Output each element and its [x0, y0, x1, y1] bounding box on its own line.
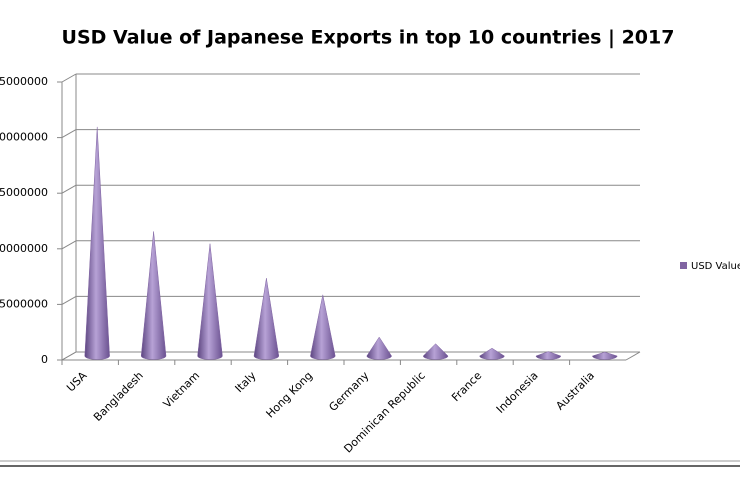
y-tick-label: 25000000: [0, 75, 48, 88]
cone: [422, 343, 449, 360]
cone-body: [592, 351, 618, 360]
cone: [253, 278, 280, 360]
cone: [479, 347, 505, 360]
axis-wall: [625, 351, 641, 361]
cone: [140, 231, 167, 360]
grid-line: [61, 240, 77, 250]
y-tick-label: 0: [41, 353, 48, 366]
grid-line: [61, 129, 77, 139]
legend-label: USD Value: [691, 261, 740, 272]
cone-body: [310, 294, 336, 360]
grid-line: [61, 184, 77, 194]
cone-body: [366, 336, 392, 360]
y-tick-label: 10000000: [0, 242, 48, 255]
y-tick-label: 5000000: [0, 297, 48, 310]
grid-line: [61, 295, 77, 305]
cone-body: [422, 343, 449, 360]
cone-body: [84, 126, 110, 360]
cone-body: [479, 347, 505, 360]
cone: [366, 336, 392, 360]
grid-line: [61, 73, 77, 83]
cone-body: [535, 351, 562, 360]
legend-swatch: [680, 262, 687, 269]
cone: [197, 243, 223, 360]
cone-body: [140, 231, 167, 360]
cone: [310, 294, 336, 360]
cone: [535, 351, 562, 360]
cone-body: [253, 278, 280, 360]
cone-body: [197, 243, 223, 360]
cone: [592, 351, 618, 360]
y-tick-label: 15000000: [0, 186, 48, 199]
cone: [84, 126, 110, 360]
chart-title: USD Value of Japanese Exports in top 10 …: [62, 27, 675, 49]
grid-line: [61, 351, 77, 361]
y-tick-label: 20000000: [0, 131, 48, 144]
